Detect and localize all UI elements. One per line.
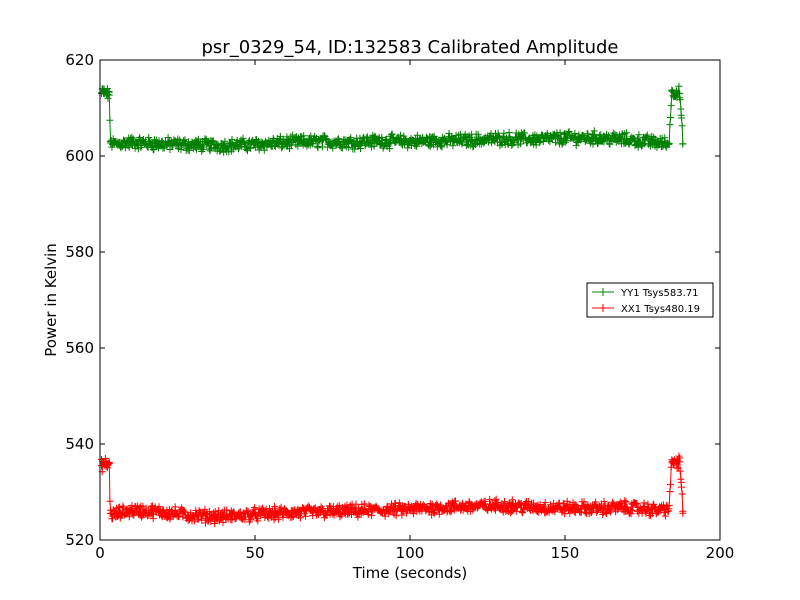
data-point bbox=[313, 508, 321, 516]
data-point bbox=[468, 502, 476, 510]
x-tick-label: 50 bbox=[245, 544, 264, 562]
data-point bbox=[665, 140, 673, 148]
y-tick-label: 600 bbox=[65, 147, 94, 165]
data-point bbox=[344, 138, 352, 146]
data-point bbox=[677, 111, 685, 119]
data-point bbox=[344, 507, 352, 515]
y-tick-label: 580 bbox=[65, 243, 94, 261]
data-point bbox=[127, 506, 135, 514]
data-point bbox=[677, 478, 685, 486]
data-point bbox=[561, 504, 569, 512]
data-point bbox=[673, 459, 681, 467]
x-tick-label: 200 bbox=[706, 544, 735, 562]
data-point bbox=[251, 511, 259, 519]
chart-title: psr_0329_54, ID:132583 Calibrated Amplit… bbox=[201, 37, 618, 58]
series-0 bbox=[98, 82, 687, 156]
data-point bbox=[158, 508, 166, 516]
data-point bbox=[251, 140, 259, 148]
data-point bbox=[670, 89, 677, 97]
data-point bbox=[676, 90, 684, 98]
data-point bbox=[668, 458, 676, 466]
y-tick-label: 520 bbox=[65, 531, 94, 549]
legend-box bbox=[586, 282, 714, 318]
data-point bbox=[313, 138, 321, 146]
series-markers-1 bbox=[98, 452, 687, 527]
legend-marker-1 bbox=[599, 304, 607, 312]
data-point bbox=[99, 459, 107, 467]
data-point bbox=[654, 506, 662, 514]
data-point bbox=[665, 505, 673, 513]
data-point bbox=[623, 503, 631, 511]
data-point bbox=[220, 512, 228, 520]
data-point bbox=[282, 139, 290, 147]
data-point bbox=[105, 460, 113, 468]
data-point bbox=[592, 134, 600, 142]
legend: YY1 Tsys583.71 XX1 Tsys480.19 bbox=[586, 282, 714, 318]
data-point bbox=[105, 88, 113, 96]
data-point bbox=[106, 138, 114, 146]
x-tick-label: 150 bbox=[551, 544, 580, 562]
axes-layer: 0 50 100 150 200 520 540 560 580 600 620 bbox=[65, 51, 734, 562]
data-point bbox=[499, 135, 507, 143]
data-point bbox=[437, 137, 445, 145]
series-1 bbox=[98, 452, 687, 527]
data-point bbox=[189, 141, 197, 149]
y-axis-label: Power in Kelvin bbox=[42, 243, 60, 357]
legend-label-1: XX1 Tsys480.19 bbox=[621, 304, 700, 315]
data-point bbox=[406, 138, 414, 146]
data-point bbox=[158, 140, 166, 148]
data-point bbox=[679, 507, 687, 515]
data-point bbox=[110, 511, 118, 519]
data-point bbox=[499, 501, 507, 509]
data-point bbox=[406, 505, 414, 513]
data-point bbox=[592, 504, 600, 512]
data-point bbox=[530, 135, 538, 143]
legend-marker-0 bbox=[599, 288, 607, 296]
data-point bbox=[654, 139, 662, 147]
data-point bbox=[106, 510, 114, 518]
data-point bbox=[101, 90, 109, 98]
x-tick-label: 100 bbox=[396, 544, 425, 562]
data-point bbox=[679, 140, 687, 148]
data-point bbox=[561, 134, 569, 142]
data-point bbox=[468, 136, 476, 144]
data-point bbox=[623, 136, 631, 144]
x-tick-label: 0 bbox=[95, 544, 105, 562]
y-tick-label: 540 bbox=[65, 435, 94, 453]
y-tick-label: 620 bbox=[65, 51, 94, 69]
data-point bbox=[676, 458, 684, 466]
data-point bbox=[110, 140, 118, 148]
x-axis-label: Time (seconds) bbox=[352, 564, 468, 582]
data-point bbox=[530, 503, 538, 511]
data-point bbox=[282, 509, 290, 517]
data-point bbox=[437, 503, 445, 511]
data-point bbox=[375, 137, 383, 145]
data-point bbox=[375, 506, 383, 514]
data-point bbox=[127, 139, 135, 147]
data-point bbox=[220, 141, 228, 149]
plot-layer bbox=[98, 82, 687, 527]
legend-label-0: YY1 Tsys583.71 bbox=[620, 288, 699, 299]
data-point bbox=[189, 512, 197, 520]
y-tick-label: 560 bbox=[65, 339, 94, 357]
